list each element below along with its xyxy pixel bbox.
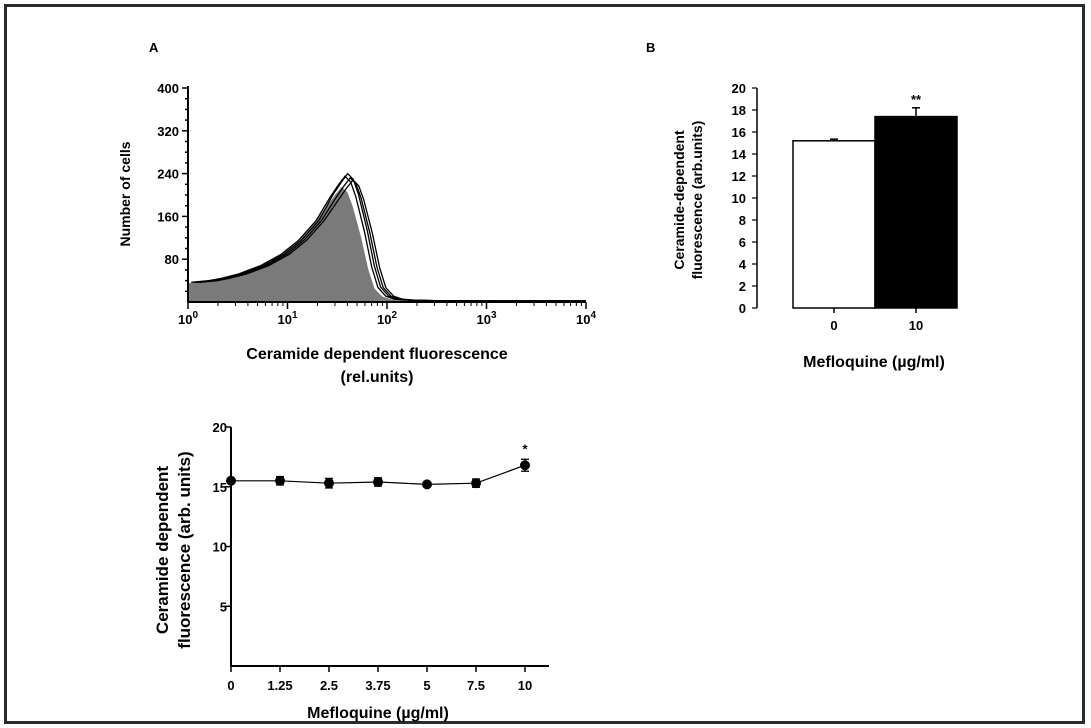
- line-data-point: [226, 475, 236, 486]
- histogram-x-tick-label: 100: [178, 310, 198, 327]
- line-y-tick-label: 15: [213, 480, 227, 495]
- bar-chart: 0 ** 10 0 2 4 6 8 10 12 14 16 18 20 Ceramide-dependen…: [671, 81, 958, 371]
- line-data-point: [471, 478, 481, 489]
- line-data-point: [324, 478, 334, 489]
- bar-y-axis-label-line1: Ceramide-dependent: [671, 130, 687, 270]
- line-chart-marks: 5 10 15 20 0 1.25 2.5 3.75 5 7.5 * 10: [213, 420, 549, 693]
- bar-y-tick-label: 14: [732, 147, 747, 162]
- line-significance-marker: *: [522, 441, 528, 456]
- line-data-point: [373, 476, 383, 487]
- histogram-x-axis-label-line1: Ceramide dependent fluorescence: [246, 346, 508, 363]
- bar-y-tick-label: 10: [732, 191, 746, 206]
- panel-label-a: A: [149, 40, 159, 55]
- line-y-tick-label: 10: [213, 540, 227, 555]
- histogram-axes: 80 160 240 320 400 100 101 102 103 104: [157, 81, 596, 327]
- line-y-tick-label: 5: [220, 599, 227, 614]
- bar-y-tick-label: 2: [739, 279, 746, 294]
- bar-x-axis-label: Mefloquine (µg/ml): [803, 354, 945, 371]
- histogram-y-axis-label: Number of cells: [117, 141, 133, 246]
- bar-y-axis-label-line2: fluorescence (arb.units): [689, 121, 705, 280]
- histogram-outline-4: [199, 179, 586, 302]
- bar-y-tick-label: 4: [739, 257, 747, 272]
- histogram-filled-area: [188, 187, 586, 302]
- line-data-point: [422, 479, 432, 490]
- panel-label-b: B: [646, 40, 655, 55]
- histogram-x-tick-label: 102: [377, 310, 397, 327]
- bar-y-tick-label: 0: [739, 301, 746, 316]
- line-x-tick-label: 3.75: [365, 678, 390, 693]
- bar-y-tick-label: 12: [732, 169, 746, 184]
- bar-chart-marks: 0 ** 10 0 2 4 6 8 10 12 14 16 18 20: [732, 81, 958, 333]
- bar-x-tick-label: 0: [830, 318, 837, 333]
- histogram-y-tick-label: 320: [157, 124, 179, 139]
- line-y-axis-label-line1: Ceramide dependent: [153, 466, 172, 634]
- line-y-tick-label: 20: [213, 420, 227, 435]
- bar-y-tick-label: 8: [739, 213, 746, 228]
- line-x-tick-label: 0: [227, 678, 234, 693]
- line-x-tick-label: 2.5: [320, 678, 338, 693]
- line-x-tick-label: 7.5: [467, 678, 485, 693]
- histogram-x-axis-label-line2: (rel.units): [341, 369, 414, 386]
- line-data-point: [275, 475, 285, 486]
- histogram-x-tick-label: 101: [277, 310, 297, 327]
- line-x-tick-label: 1.25: [267, 678, 292, 693]
- histogram-y-tick-label: 400: [157, 81, 179, 96]
- line-x-axis-label: Mefloquine (µg/ml): [307, 705, 449, 722]
- histogram-y-tick-label: 160: [157, 209, 179, 224]
- bar-x-tick-label: 10: [909, 318, 923, 333]
- histogram-outline-layer: [191, 172, 586, 302]
- line-chart: 5 10 15 20 0 1.25 2.5 3.75 5 7.5 * 10 Ceramide depe…: [153, 420, 549, 722]
- histogram-x-tick-label: 103: [476, 310, 496, 327]
- bar-y-tick-label: 20: [732, 81, 746, 96]
- line-x-tick-label: 5: [423, 678, 430, 693]
- line-x-tick-label: 10: [518, 678, 532, 693]
- bar-10: [874, 115, 958, 309]
- bar-0: [792, 140, 876, 309]
- bar-y-tick-label: 16: [732, 125, 746, 140]
- bar-y-tick-label: 18: [732, 103, 746, 118]
- histogram-y-tick-label: 240: [157, 167, 179, 182]
- bar-y-tick-label: 6: [739, 235, 746, 250]
- bar-significance-marker: **: [911, 92, 922, 107]
- histogram-x-tick-label: 104: [576, 310, 596, 327]
- line-y-axis-label-line2: fluorescence (arb. units): [175, 451, 194, 648]
- histogram-chart: 80 160 240 320 400 100 101 102 103 104 Number of …: [117, 81, 596, 386]
- histogram-y-tick-label: 80: [165, 252, 179, 267]
- histogram-fill-layer: [188, 187, 586, 302]
- line-data-point: [520, 460, 530, 471]
